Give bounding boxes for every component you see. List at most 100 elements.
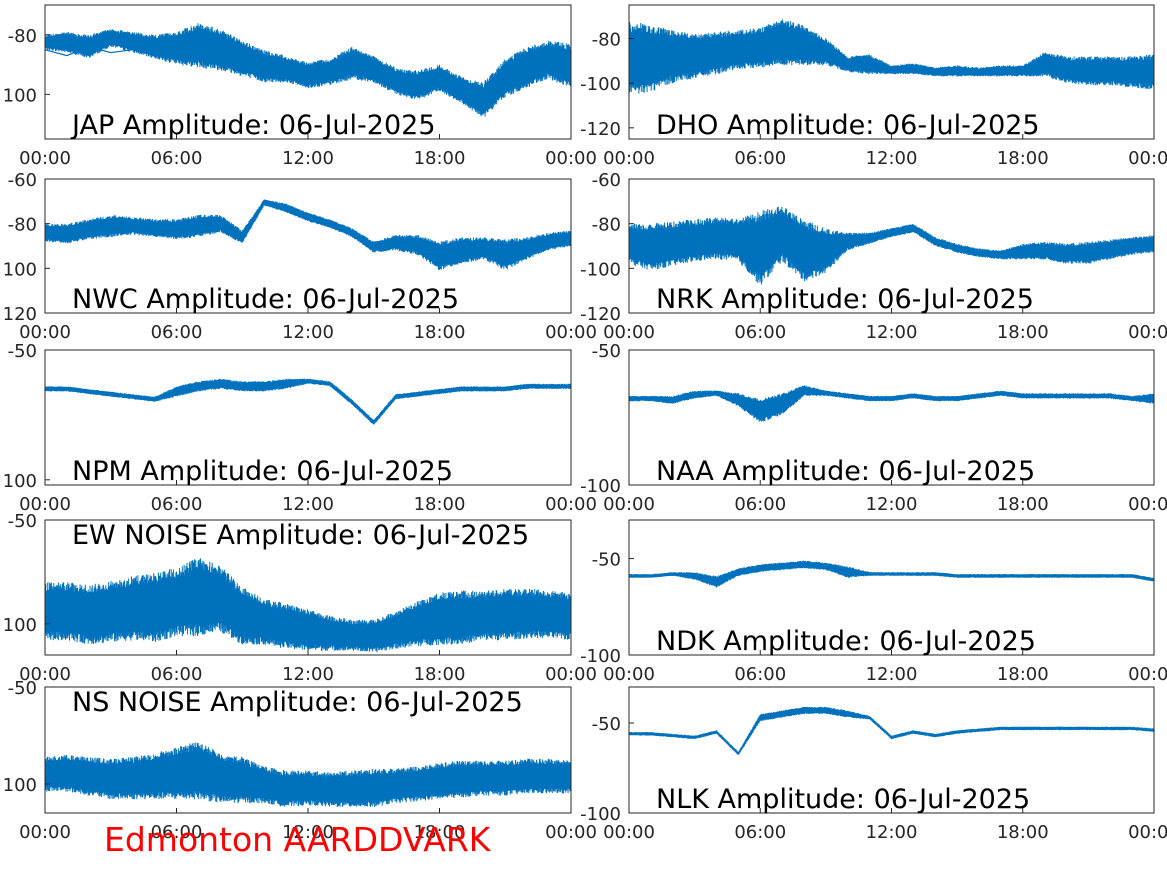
x-tick-label: 18:00 bbox=[997, 664, 1049, 685]
x-tick-label: 18:00 bbox=[414, 322, 466, 343]
chart-title: DHO Amplitude: 06-Jul-2025 bbox=[656, 110, 1040, 141]
chart-panel-10: 00:00 06:00 12:00 18:00 00:00 -50 -100 NLK Ampl… bbox=[580, 686, 1167, 843]
x-tick-label: 06:00 bbox=[734, 322, 786, 343]
series-line bbox=[45, 380, 571, 424]
x-tick-label: 00:00 bbox=[545, 148, 597, 169]
series-line bbox=[45, 773, 571, 793]
signal-trace bbox=[629, 206, 1154, 285]
x-tick-label: 12:00 bbox=[282, 822, 334, 843]
x-tick-label: 18:00 bbox=[997, 822, 1049, 843]
x-tick-label: 06:00 bbox=[151, 822, 203, 843]
y-tick-label: -80 bbox=[8, 215, 37, 236]
y-tick-label: -60 bbox=[592, 170, 621, 191]
y-tick-label: -80 bbox=[8, 26, 37, 47]
y-tick-label: -50 bbox=[592, 550, 621, 571]
y-tick-label: -100 bbox=[580, 804, 621, 825]
x-tick-label: 00:00 bbox=[603, 494, 655, 515]
x-tick-label: 00:00 bbox=[1128, 664, 1167, 685]
x-tick-label: 12:00 bbox=[866, 494, 918, 515]
y-tick-label: 100 bbox=[3, 775, 37, 796]
chart-title: NPM Amplitude: 06-Jul-2025 bbox=[72, 456, 453, 487]
x-tick-label: 00:00 bbox=[19, 148, 71, 169]
chart-panel-5: 00:00 06:00 12:00 18:00 00:00 -50 100 NPM Ampli… bbox=[3, 341, 597, 515]
x-tick-label: 06:00 bbox=[151, 494, 203, 515]
signal-trace bbox=[629, 385, 1154, 422]
signal-trace bbox=[629, 706, 1154, 755]
x-tick-label: 06:00 bbox=[734, 494, 786, 515]
chart-panel-6: 00:00 06:00 12:00 18:00 00:00 -50 -100 NAA Ampl… bbox=[580, 341, 1167, 515]
x-tick-label: 12:00 bbox=[866, 822, 918, 843]
signal-trace bbox=[45, 378, 571, 425]
y-tick-label: 100 bbox=[3, 471, 37, 492]
y-tick-label: -100 bbox=[580, 476, 621, 497]
y-tick-label: -50 bbox=[8, 341, 37, 362]
x-tick-label: 18:00 bbox=[414, 148, 466, 169]
x-tick-label: 12:00 bbox=[282, 322, 334, 343]
x-tick-label: 06:00 bbox=[734, 664, 786, 685]
chart-title: NLK Amplitude: 06-Jul-2025 bbox=[656, 784, 1030, 815]
x-tick-label: 18:00 bbox=[997, 322, 1049, 343]
x-tick-label: 00:00 bbox=[545, 822, 597, 843]
y-tick-label: -50 bbox=[8, 511, 37, 532]
series-line bbox=[629, 53, 1154, 75]
y-tick-label: -50 bbox=[592, 341, 621, 362]
x-tick-label: 00:00 bbox=[603, 664, 655, 685]
signal-trace bbox=[45, 199, 571, 270]
y-tick-label: -120 bbox=[580, 304, 621, 325]
chart-title: NAA Amplitude: 06-Jul-2025 bbox=[656, 456, 1035, 487]
y-tick-label: -50 bbox=[8, 678, 37, 699]
x-tick-label: 18:00 bbox=[997, 494, 1049, 515]
chart-panel-9: 00:00 06:00 12:00 18:00 00:00 -50 100 NS NOISE … bbox=[3, 678, 597, 843]
y-tick-label: -50 bbox=[592, 714, 621, 735]
chart-panel-4: 00:00 06:00 12:00 18:00 00:00 -60 -80 -100 -120 N… bbox=[580, 170, 1167, 343]
x-tick-label: 06:00 bbox=[734, 148, 786, 169]
signal-trace bbox=[45, 742, 571, 807]
chart-panel-3: 00:00 06:00 12:00 18:00 00:00 -60 -80 100 120 NWC… bbox=[3, 170, 597, 343]
chart-panel-1: 00:00 06:00 12:00 18:00 00:00 -80 100 JAP Ampli… bbox=[3, 4, 597, 169]
x-tick-label: 12:00 bbox=[282, 494, 334, 515]
x-tick-label: 00:00 bbox=[1128, 322, 1167, 343]
x-tick-label: 00:00 bbox=[603, 822, 655, 843]
chart-panel-8: 00:00 06:00 12:00 18:00 00:00 -50 -100 NDK Ampl… bbox=[580, 519, 1167, 685]
x-tick-label: 18:00 bbox=[414, 664, 466, 685]
x-tick-label: 00:00 bbox=[1128, 148, 1167, 169]
x-tick-label: 06:00 bbox=[734, 822, 786, 843]
x-tick-label: 12:00 bbox=[866, 322, 918, 343]
x-tick-label: 00:00 bbox=[1128, 494, 1167, 515]
x-tick-label: 12:00 bbox=[866, 148, 918, 169]
x-tick-label: 12:00 bbox=[866, 664, 918, 685]
series-line bbox=[629, 709, 1154, 755]
x-tick-label: 06:00 bbox=[151, 322, 203, 343]
x-tick-label: 18:00 bbox=[997, 148, 1049, 169]
y-tick-label: -80 bbox=[592, 215, 621, 236]
series-line bbox=[45, 200, 571, 258]
x-tick-label: 00:00 bbox=[603, 322, 655, 343]
y-tick-label: -120 bbox=[580, 119, 621, 140]
series-line bbox=[45, 46, 571, 107]
chart-title: JAP Amplitude: 06-Jul-2025 bbox=[70, 110, 436, 141]
y-tick-label: -100 bbox=[580, 259, 621, 280]
y-tick-label: -100 bbox=[580, 74, 621, 95]
x-tick-label: 06:00 bbox=[151, 664, 203, 685]
signal-trace bbox=[629, 19, 1154, 94]
y-tick-label: -100 bbox=[580, 646, 621, 667]
series-line bbox=[629, 227, 1154, 270]
series-line bbox=[629, 389, 1154, 411]
chart-title: EW NOISE Amplitude: 06-Jul-2025 bbox=[72, 520, 529, 551]
x-tick-label: 00:00 bbox=[1128, 822, 1167, 843]
y-tick-label: 100 bbox=[3, 259, 37, 280]
x-tick-label: 00:00 bbox=[545, 322, 597, 343]
series-line bbox=[45, 604, 571, 635]
x-tick-label: 06:00 bbox=[151, 148, 203, 169]
chart-panel-2: 00:00 06:00 12:00 18:00 00:00 -80 -100 -120 DHO … bbox=[580, 4, 1167, 169]
x-tick-label: 00:00 bbox=[545, 494, 597, 515]
y-tick-label: -60 bbox=[8, 170, 37, 191]
x-tick-label: 12:00 bbox=[282, 664, 334, 685]
x-tick-label: 00:00 bbox=[19, 822, 71, 843]
x-tick-label: 00:00 bbox=[545, 664, 597, 685]
x-tick-label: 00:00 bbox=[603, 148, 655, 169]
chart-title: NS NOISE Amplitude: 06-Jul-2025 bbox=[72, 687, 523, 718]
y-tick-label: 100 bbox=[3, 615, 37, 636]
x-tick-label: 00:00 bbox=[19, 494, 71, 515]
